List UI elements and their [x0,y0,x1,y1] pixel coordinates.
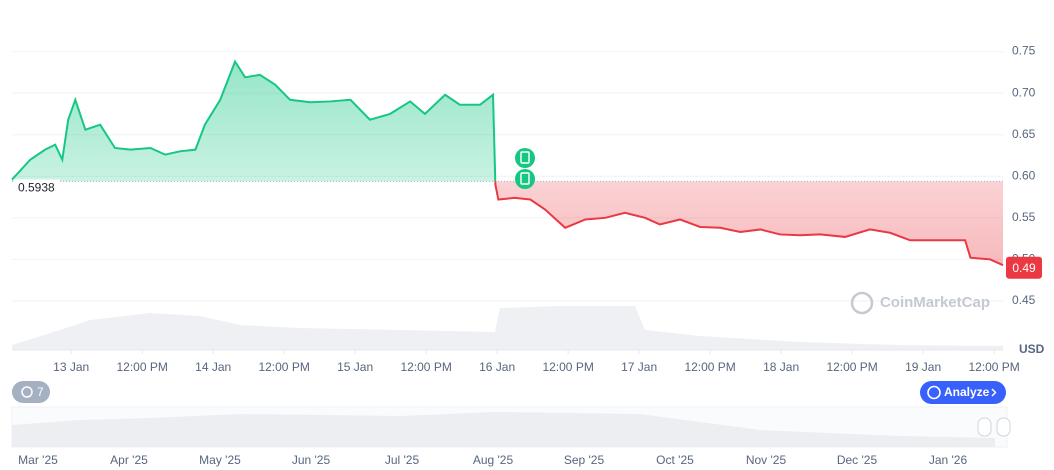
navigator-label: Oct '25 [656,453,694,467]
event-icon [520,172,530,185]
x-tick-label: 19 Jan [905,360,941,374]
y-tick-label: 0.65 [1012,127,1036,141]
analyze-label: Analyze [944,385,990,399]
y-unit: USD [1019,342,1045,356]
navigator-label: Jan '26 [929,453,968,467]
navigator-label: May '25 [199,453,241,467]
baseline-label-bg [14,179,60,196]
events-icon [21,386,33,398]
event-marker[interactable] [515,148,535,168]
y-tick-label: 0.55 [1012,210,1036,224]
area-down [12,181,1003,266]
volume-area [12,306,1003,350]
events-count: 7 [37,385,44,399]
navigator-label: Dec '25 [837,453,878,467]
x-tick-label: 14 Jan [195,360,231,374]
events-badge[interactable] [12,381,50,403]
navigator-area [12,412,995,447]
event-marker[interactable] [515,169,535,189]
area-up [12,61,496,182]
price-badge [1006,256,1042,279]
x-tick-label: 12:00 PM [258,360,309,374]
x-tick-label: 12:00 PM [968,360,1019,374]
x-tick-label: 13 Jan [53,360,89,374]
analyze-icon [927,385,941,400]
price-line-up [11,59,497,182]
price-line-down [494,181,1004,267]
x-tick-label: 12:00 PM [684,360,735,374]
y-tick-label: 0.60 [1012,168,1036,182]
y-tick-label: 0.75 [1012,44,1036,58]
analyze-chevron [991,388,997,397]
x-tick-label: 17 Jan [621,360,657,374]
watermark-logo [850,291,874,315]
x-tick-label: 12:00 PM [542,360,593,374]
x-tick-label: 16 Jan [479,360,515,374]
navigator-handle[interactable] [977,417,992,437]
y-tick-label: 0.45 [1012,293,1036,307]
navigator-label: Mar '25 [18,453,58,467]
navigator-handle[interactable] [996,417,1011,437]
x-tick-label: 12:00 PM [116,360,167,374]
x-tick-label: 12:00 PM [400,360,451,374]
price-badge-label: 0.49 [1012,261,1036,275]
event-icon [520,151,530,164]
x-tick-label: 15 Jan [337,360,373,374]
navigator-label: Nov '25 [746,453,787,467]
x-tick-label: 18 Jan [763,360,799,374]
navigator-label: Sep '25 [564,453,605,467]
analyze-button[interactable] [920,381,1006,404]
navigator-label: Jun '25 [292,453,331,467]
y-tick-label: 0.70 [1012,85,1036,99]
x-tick-label: 12:00 PM [826,360,877,374]
baseline-label: 0.5938 [18,181,55,195]
navigator-label: Aug '25 [473,453,514,467]
navigator-label: Apr '25 [110,453,148,467]
navigator-label: Jul '25 [385,453,420,467]
watermark: CoinMarketCap [880,294,990,311]
